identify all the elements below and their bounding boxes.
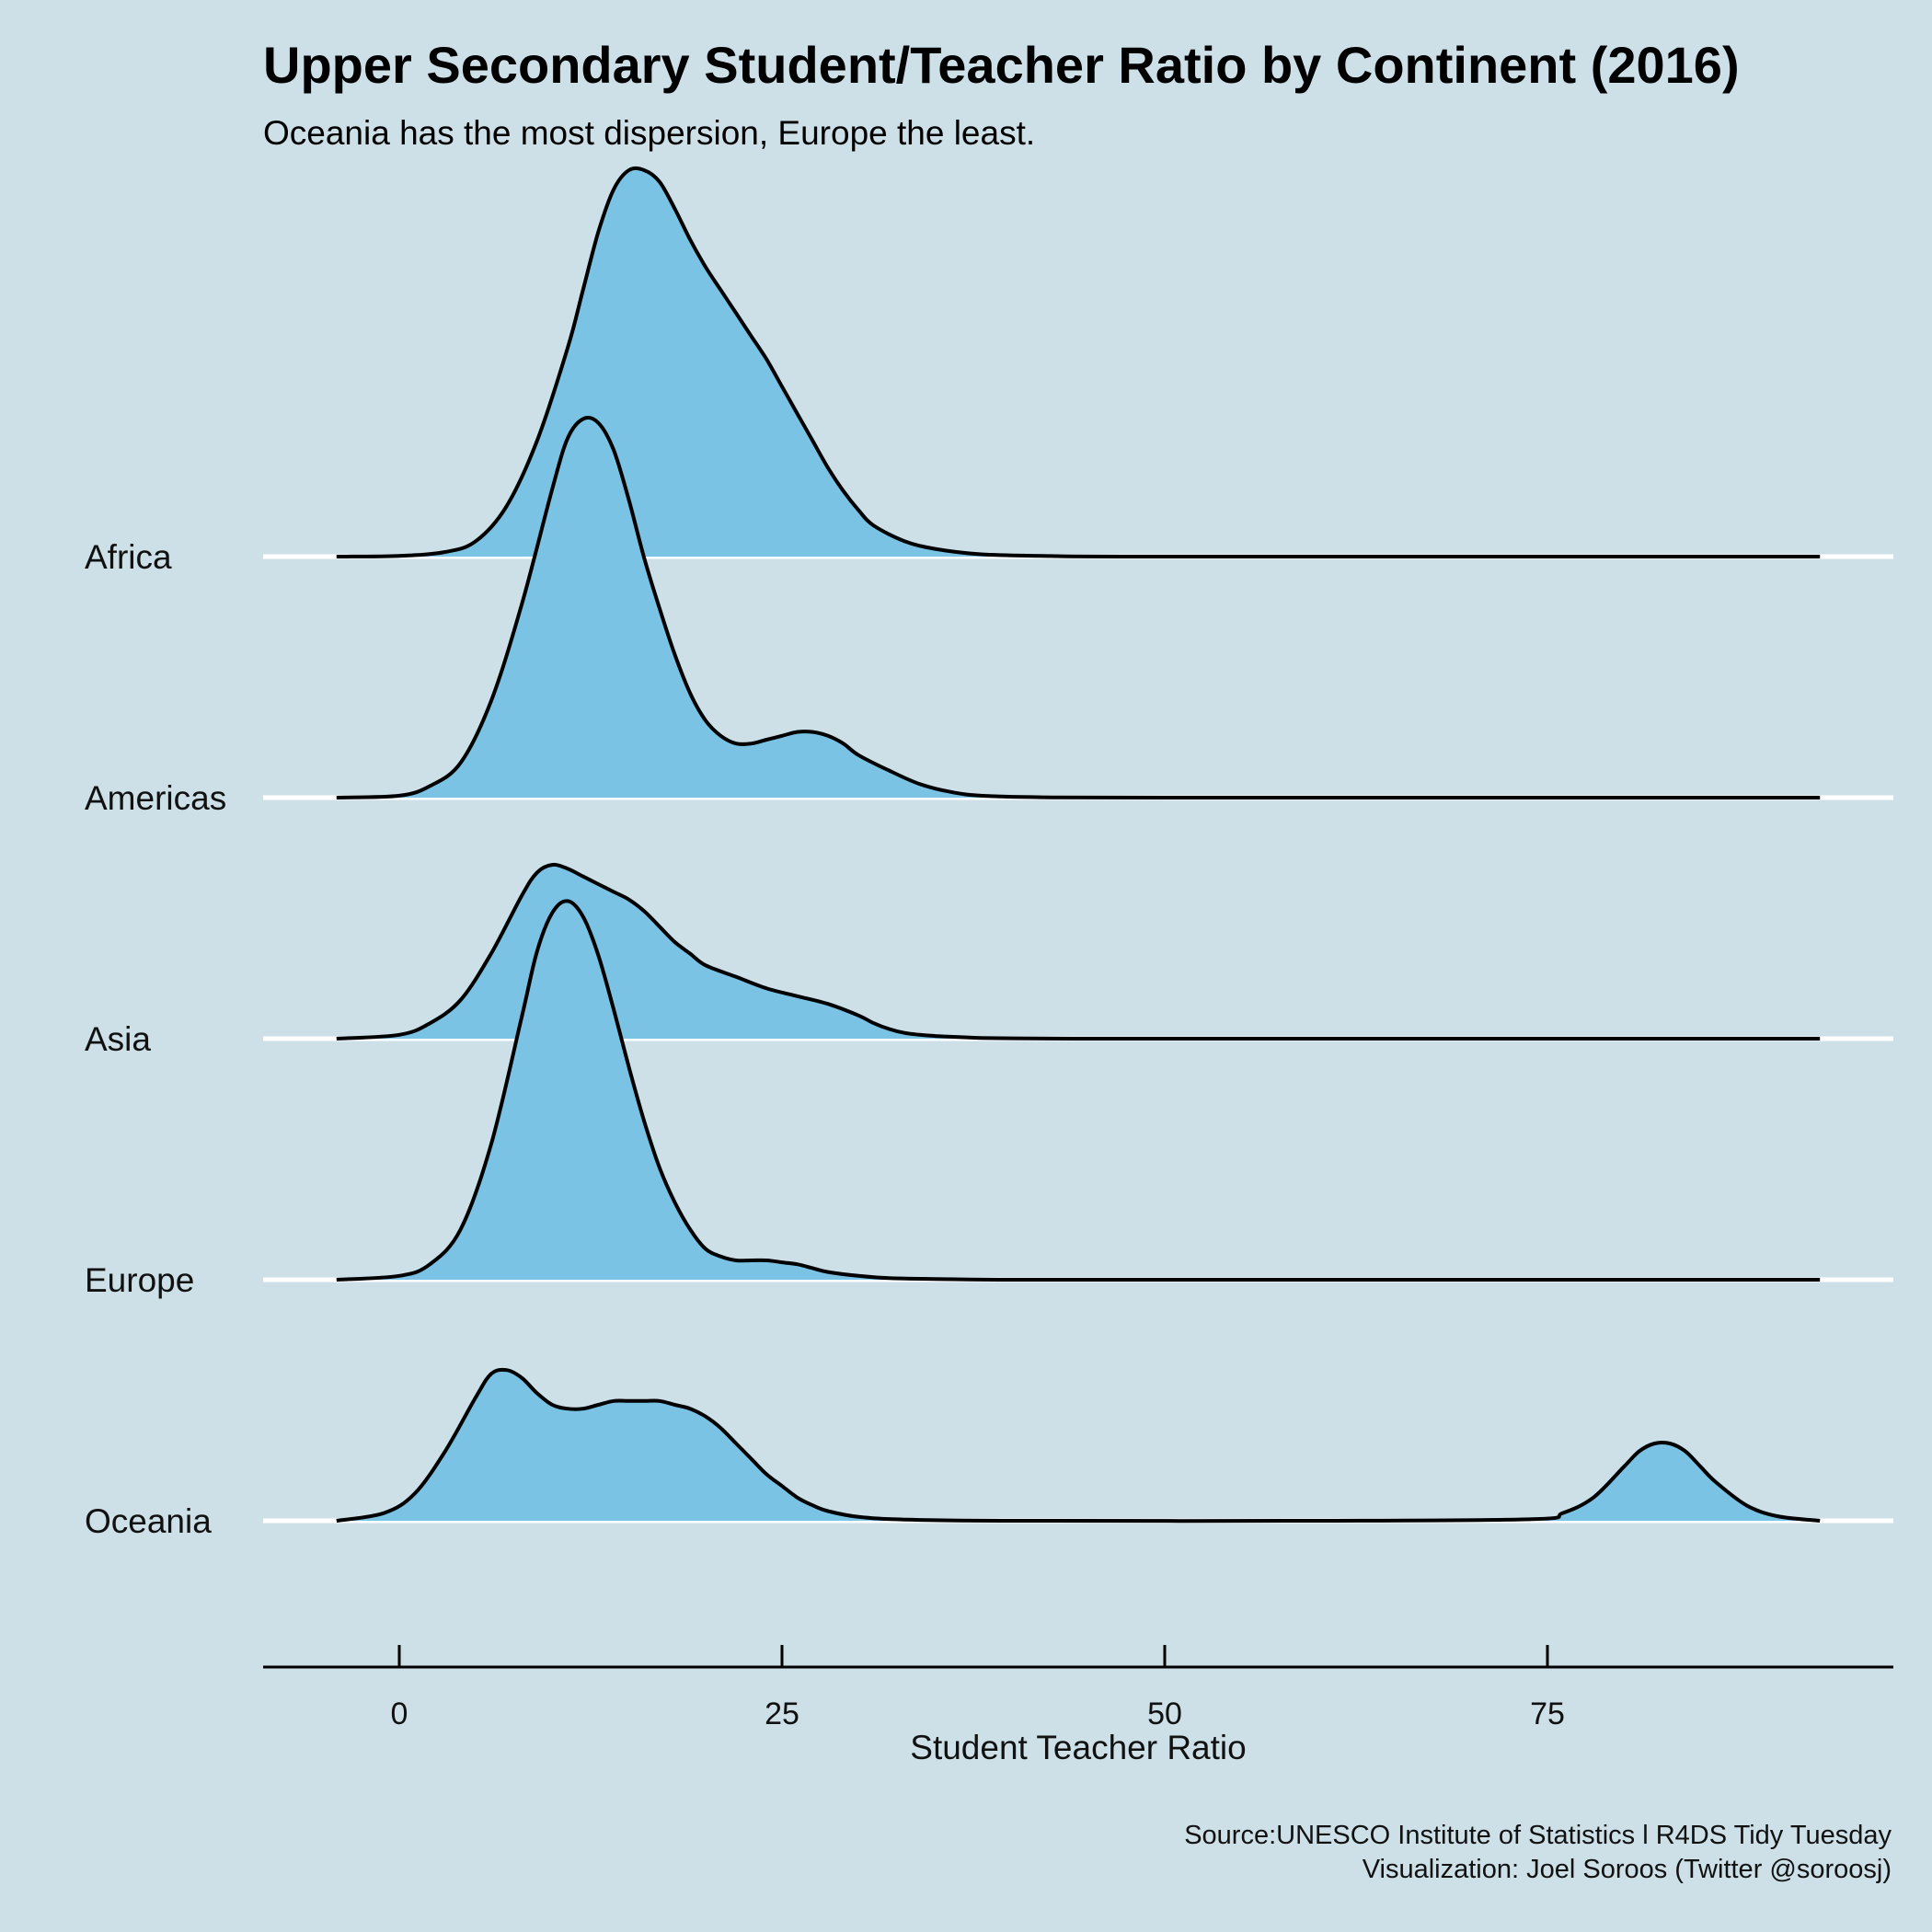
x-tick-label-25: 25 (765, 1696, 799, 1731)
ridge-line-asia (336, 862, 1821, 1041)
ridge-fill-americas (336, 418, 1821, 799)
chart-title: Upper Secondary Student/Teacher Ratio by… (263, 36, 1740, 94)
category-label-africa: Africa (85, 538, 172, 576)
ridge-fill-africa (336, 167, 1821, 558)
ridge-fill-oceania (336, 1369, 1821, 1522)
x-tick-label-75: 75 (1530, 1696, 1565, 1731)
x-axis-ticks: 0 25 50 75 (391, 1645, 1565, 1731)
category-label-europe: Europe (85, 1261, 194, 1299)
ridge-line-africa (336, 166, 1821, 559)
chart-subtitle: Oceania has the most dispersion, Europe … (263, 114, 1035, 152)
ridges-group (336, 166, 1821, 1524)
x-tick-label-50: 50 (1147, 1696, 1182, 1731)
ridge-line-americas (336, 416, 1821, 800)
caption-credit: Visualization: Joel Soroos (Twitter @sor… (1363, 1855, 1892, 1884)
category-labels: Africa Americas Asia Europe Oceania (85, 538, 226, 1540)
x-axis-title: Student Teacher Ratio (910, 1729, 1246, 1766)
ridge-line-europe (336, 899, 1821, 1282)
ridge-line-oceania (336, 1367, 1821, 1524)
caption-source: Source:UNESCO Institute of Statistics l … (1184, 1821, 1892, 1850)
ridge-fill-asia (336, 864, 1821, 1040)
x-tick-label-0: 0 (391, 1696, 408, 1731)
category-label-oceania: Oceania (85, 1502, 212, 1540)
category-label-americas: Americas (85, 779, 226, 817)
category-label-asia: Asia (85, 1020, 151, 1058)
ridge-fill-europe (336, 901, 1821, 1281)
